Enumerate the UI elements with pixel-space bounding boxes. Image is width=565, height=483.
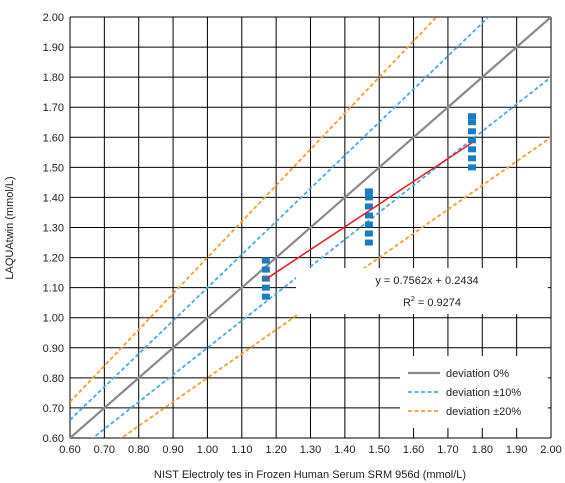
- data-point: [467, 164, 476, 171]
- y-tick-label: 1.30: [43, 223, 64, 235]
- x-tick-label: 1.20: [265, 444, 286, 456]
- data-point: [364, 230, 373, 237]
- y-tick-label: 1.40: [43, 192, 64, 204]
- data-point: [261, 257, 270, 264]
- y-tick-label: 1.80: [43, 72, 64, 84]
- y-tick-label: 1.90: [43, 42, 64, 54]
- data-point: [364, 188, 373, 195]
- y-tick-label: 1.70: [43, 102, 64, 114]
- data-point: [467, 128, 476, 135]
- regression-equation: y = 0.7562x + 0.2434: [375, 275, 478, 287]
- y-tick-label: 0.60: [43, 433, 64, 445]
- x-tick-label: 0.70: [94, 444, 115, 456]
- y-tick-label: 0.80: [43, 373, 64, 385]
- x-tick-label: 1.40: [334, 444, 355, 456]
- y-tick-label: 1.20: [43, 253, 64, 265]
- y-tick-label: 1.60: [43, 132, 64, 144]
- regression-line-group: [265, 142, 473, 280]
- data-point: [261, 284, 270, 291]
- x-tick-label: 0.80: [128, 444, 149, 456]
- data-point: [467, 119, 476, 126]
- legend-label-dev20: deviation ±20%: [446, 406, 521, 418]
- data-point: [364, 239, 373, 246]
- y-tick-label: 2.00: [43, 12, 64, 24]
- deviation-plus10-line: [70, 17, 490, 421]
- data-point: [467, 155, 476, 162]
- tick-labels: 0.60 0.70 0.80 0.90 1.00 1.10 1.20 1.30 1.40 1.50…: [43, 12, 562, 456]
- legend-label-dev0: deviation 0%: [446, 368, 509, 380]
- y-tick-label: 0.90: [43, 343, 64, 355]
- legend: deviation 0% deviation ±10% deviation ±2…: [400, 356, 548, 428]
- x-tick-label: 1.60: [403, 444, 424, 456]
- data-point: [467, 137, 476, 144]
- data-point: [364, 221, 373, 228]
- legend-label-dev10: deviation ±10%: [446, 387, 521, 399]
- data-point: [261, 293, 270, 300]
- data-point: [467, 146, 476, 153]
- equation-box: [296, 268, 548, 314]
- data-point: [364, 203, 373, 210]
- x-tick-label: 1.30: [300, 444, 321, 456]
- x-axis-label: NIST Electroly tes in Frozen Human Serum…: [154, 469, 466, 481]
- regression-line: [265, 142, 473, 280]
- x-tick-label: 1.50: [369, 444, 390, 456]
- data-point: [261, 266, 270, 273]
- data-point: [364, 194, 373, 201]
- y-tick-label: 1.50: [43, 162, 64, 174]
- x-tick-label: 1.80: [472, 444, 493, 456]
- y-axis-label: LAQUAtwin (mmol/L): [4, 176, 16, 279]
- data-point: [364, 212, 373, 219]
- x-tick-label: 1.70: [437, 444, 458, 456]
- x-tick-label: 1.00: [197, 444, 218, 456]
- x-tick-label: 1.10: [231, 444, 252, 456]
- x-tick-label: 2.00: [540, 444, 561, 456]
- y-tick-label: 0.70: [43, 403, 64, 415]
- x-tick-label: 0.60: [59, 444, 80, 456]
- y-tick-label: 1.10: [43, 283, 64, 295]
- x-tick-label: 0.90: [162, 444, 183, 456]
- x-tick-label: 1.90: [506, 444, 527, 456]
- y-tick-label: 1.00: [43, 313, 64, 325]
- r-squared-label: R2 = 0.9274: [403, 296, 461, 309]
- data-point: [467, 113, 476, 120]
- deviation-0-line: [70, 17, 551, 438]
- data-points: [261, 113, 476, 300]
